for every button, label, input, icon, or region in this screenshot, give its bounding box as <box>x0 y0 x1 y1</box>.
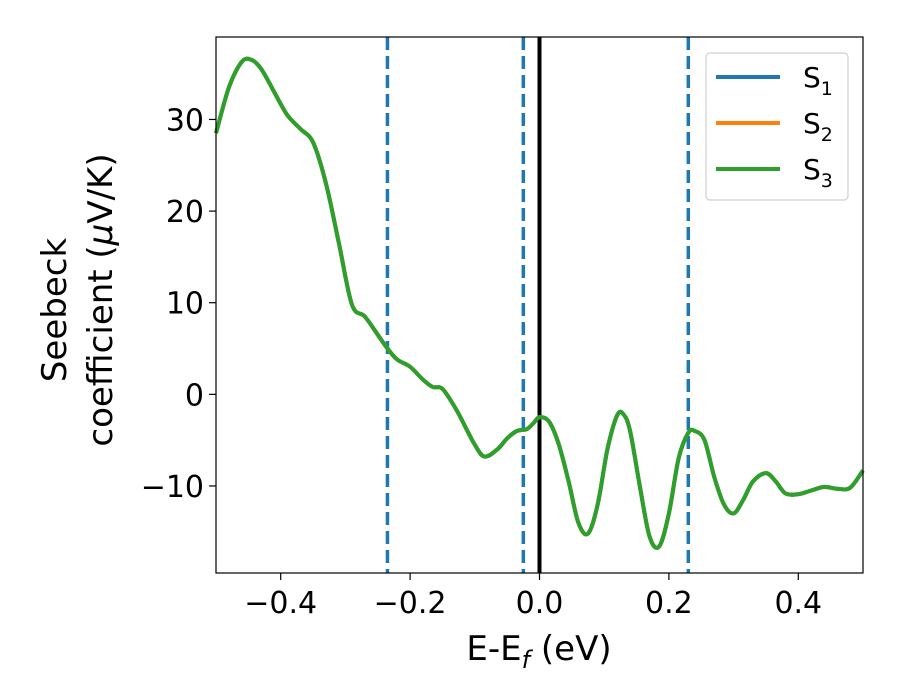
legend-label-s2: S2 <box>803 107 833 146</box>
x-tick-label: −0.4 <box>244 586 317 621</box>
series-lines <box>214 56 865 550</box>
x-axis-ticks: −0.4 −0.2 0.0 0.2 0.4 <box>244 573 822 621</box>
y-axis-label: Seebeck coefficient (μV/K) <box>35 153 121 446</box>
legend-label-s3: S3 <box>803 153 833 192</box>
y-tick-label: 20 <box>166 195 204 230</box>
y-tick-label: 0 <box>185 378 204 413</box>
x-tick-label: 0.0 <box>516 586 564 621</box>
x-axis-label: E-Ef (eV) <box>466 629 611 674</box>
y-axis-ticks: −10 0 10 20 30 <box>141 103 216 505</box>
y-tick-label: 10 <box>166 287 204 322</box>
x-tick-label: 0.4 <box>774 586 822 621</box>
y-axis-label-line2: coefficient (μV/K) <box>81 153 121 446</box>
x-tick-label: −0.2 <box>374 586 447 621</box>
legend-label-s1: S1 <box>803 61 833 100</box>
y-tick-label: −10 <box>141 470 204 505</box>
legend: S1 S2 S3 <box>705 52 849 201</box>
vertical-reference-lines <box>385 37 691 573</box>
y-tick-label: 30 <box>166 103 204 138</box>
y-axis-label-line1: Seebeck <box>35 238 75 383</box>
x-tick-label: 0.2 <box>645 586 693 621</box>
series-line-s3 <box>214 56 865 550</box>
legend-box <box>705 52 849 201</box>
